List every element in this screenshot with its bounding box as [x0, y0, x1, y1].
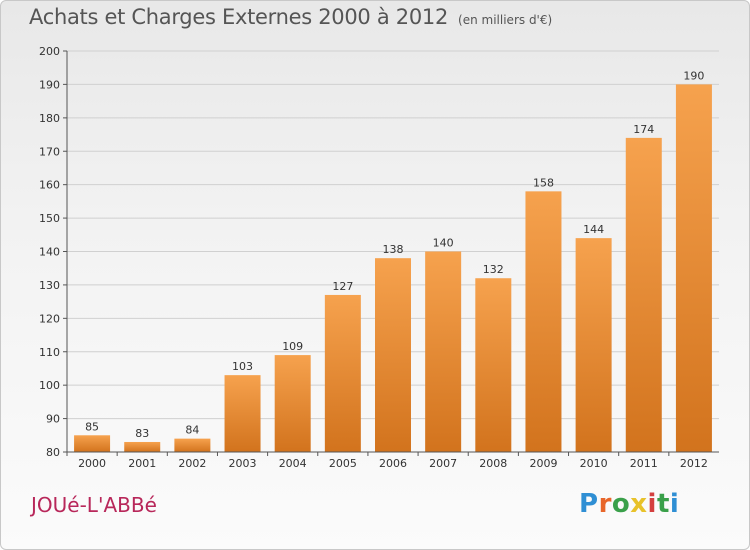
bar-2010: [575, 238, 612, 452]
labels: 80 90 100 110 120 130 140 150 160 170 180 190 200 85 2…: [39, 45, 708, 470]
y-tick-label-80: 80: [46, 446, 60, 459]
value-label-2001: 83: [135, 427, 149, 440]
bar-2011: [625, 137, 662, 452]
proxiti-logo: Proxiti: [579, 489, 679, 519]
x-tick-label-2004: 2004: [279, 457, 307, 470]
logo-letter: i: [647, 489, 657, 519]
y-tick-label-140: 140: [39, 246, 60, 259]
value-label-2004: 109: [282, 340, 303, 353]
y-tick-label-110: 110: [39, 346, 60, 359]
y-tick-label-100: 100: [39, 379, 60, 392]
bar-2009: [525, 191, 562, 452]
x-tick-label-2009: 2009: [529, 457, 557, 470]
logo-letter: P: [579, 489, 599, 519]
x-tick-label-2008: 2008: [479, 457, 507, 470]
x-tick-label-2007: 2007: [429, 457, 457, 470]
value-label-2000: 85: [85, 420, 99, 433]
bar-2000: [74, 435, 111, 452]
y-tick-label-90: 90: [46, 413, 60, 426]
x-tick-label-2000: 2000: [78, 457, 106, 470]
y-tick-label-170: 170: [39, 145, 60, 158]
value-label-2008: 132: [483, 263, 504, 276]
bar-2003: [224, 375, 261, 452]
bar-2002: [174, 438, 211, 452]
bar-2007: [425, 251, 462, 452]
value-label-2011: 174: [633, 123, 654, 136]
chart-title-text: Achats et Charges Externes 2000 à 2012: [29, 5, 449, 29]
y-tick-label-190: 190: [39, 78, 60, 91]
x-tick-label-2011: 2011: [630, 457, 658, 470]
x-tick-label-2005: 2005: [329, 457, 357, 470]
logo-letter: r: [598, 489, 612, 519]
bar-2005: [324, 294, 361, 452]
logo-letter: o: [611, 489, 631, 519]
chart-subtitle: (en milliers d'€): [458, 13, 553, 27]
value-label-2003: 103: [232, 360, 253, 373]
bar-2008: [475, 278, 512, 452]
y-tick-label-150: 150: [39, 212, 60, 225]
x-tick-label-2012: 2012: [680, 457, 708, 470]
logo-letter: x: [630, 489, 648, 519]
bars: [74, 84, 712, 453]
bar-2004: [274, 355, 311, 452]
y-tick-label-180: 180: [39, 112, 60, 125]
commune-name: JOUé-L'ABBé: [31, 493, 157, 517]
x-tick-label-2006: 2006: [379, 457, 407, 470]
bar-2006: [375, 258, 411, 452]
x-tick-label-2002: 2002: [178, 457, 206, 470]
value-label-2010: 144: [583, 223, 604, 236]
y-tick-label-120: 120: [39, 312, 60, 325]
bar-2001: [124, 441, 161, 452]
value-label-2002: 84: [185, 424, 199, 437]
value-label-2006: 138: [383, 243, 404, 256]
y-tick-label-160: 160: [39, 179, 60, 192]
y-tick-label-200: 200: [39, 45, 60, 58]
value-label-2005: 127: [332, 280, 353, 293]
axes: [63, 50, 719, 456]
value-label-2012: 190: [683, 69, 704, 82]
y-tick-label-130: 130: [39, 279, 60, 292]
bar-2012: [675, 84, 712, 453]
logo-letter: i: [669, 489, 680, 519]
x-tick-label-2010: 2010: [580, 457, 608, 470]
x-tick-label-2003: 2003: [229, 457, 257, 470]
logo-letter: t: [656, 489, 670, 519]
chart-title: Achats et Charges Externes 2000 à 2012 (e…: [29, 5, 552, 29]
x-tick-label-2001: 2001: [128, 457, 156, 470]
value-label-2009: 158: [533, 176, 554, 189]
value-label-2007: 140: [433, 237, 454, 250]
